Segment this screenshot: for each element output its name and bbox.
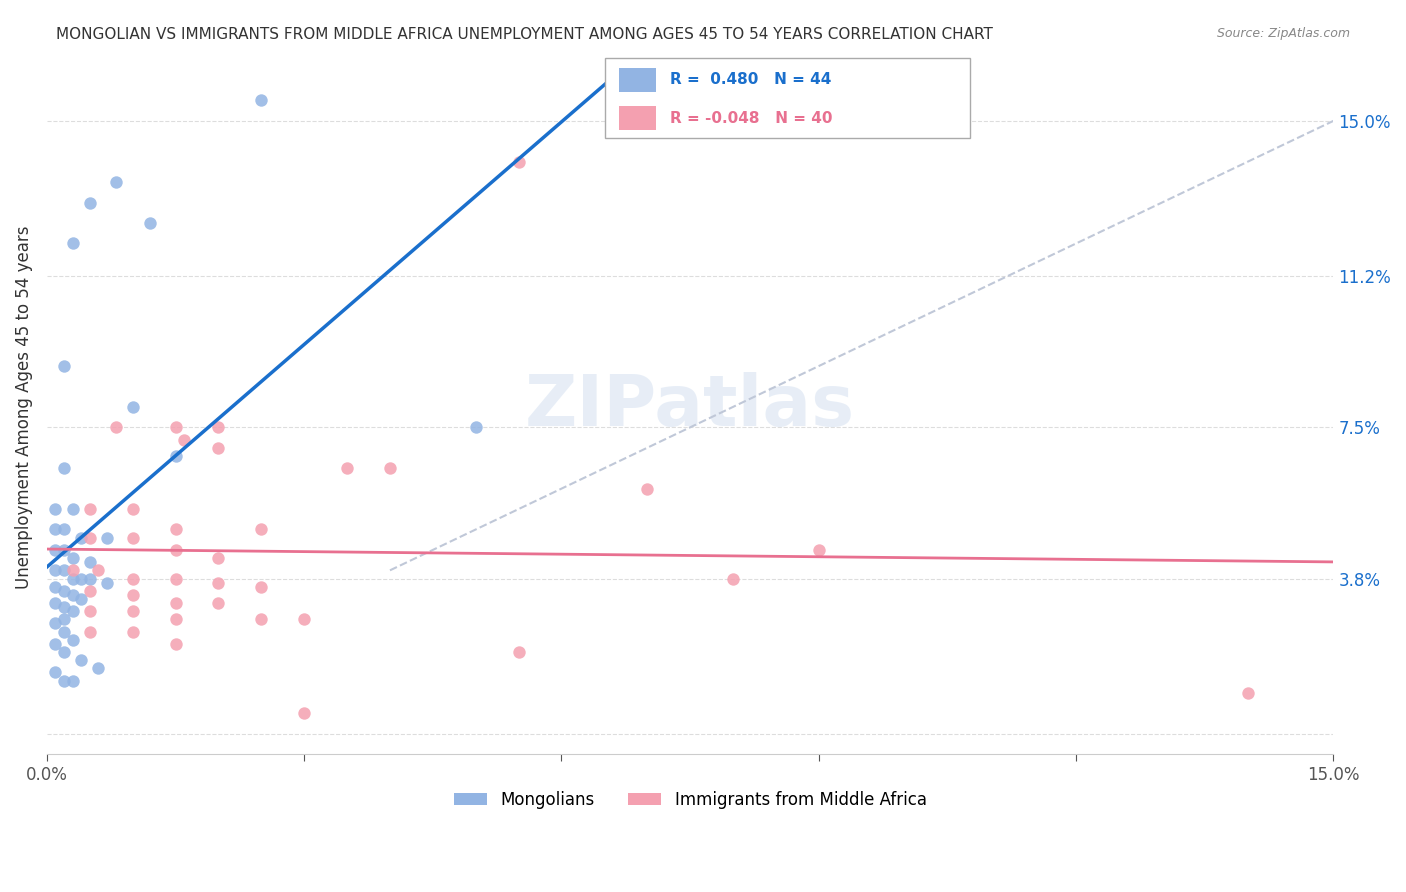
- Point: [53, 583, 76, 598]
- Point: [44, 596, 66, 610]
- Point: [79, 195, 101, 210]
- Point: [250, 94, 273, 108]
- Point: [44, 637, 66, 651]
- Point: [62, 502, 84, 516]
- Text: Source: ZipAtlas.com: Source: ZipAtlas.com: [1216, 27, 1350, 40]
- Point: [79, 572, 101, 586]
- Point: [53, 612, 76, 626]
- Point: [53, 563, 76, 577]
- Point: [121, 604, 143, 618]
- Point: [165, 637, 187, 651]
- Text: ZIPatlas: ZIPatlas: [524, 372, 855, 442]
- Point: [121, 588, 143, 602]
- Point: [79, 604, 101, 618]
- Point: [62, 236, 84, 251]
- Point: [292, 706, 315, 721]
- Point: [70, 653, 93, 667]
- Point: [70, 531, 93, 545]
- Point: [62, 632, 84, 647]
- Point: [173, 433, 195, 447]
- Point: [121, 531, 143, 545]
- Point: [636, 482, 658, 496]
- Point: [121, 502, 143, 516]
- Point: [121, 400, 143, 414]
- Point: [165, 420, 187, 434]
- Point: [44, 542, 66, 557]
- Point: [44, 563, 66, 577]
- Point: [1236, 686, 1258, 700]
- Point: [44, 665, 66, 680]
- Point: [70, 572, 93, 586]
- Point: [207, 420, 229, 434]
- Point: [62, 572, 84, 586]
- Point: [62, 673, 84, 688]
- Point: [165, 612, 187, 626]
- Point: [44, 580, 66, 594]
- Point: [104, 175, 127, 189]
- Point: [121, 624, 143, 639]
- FancyBboxPatch shape: [605, 58, 970, 138]
- FancyBboxPatch shape: [619, 68, 655, 92]
- Point: [250, 612, 273, 626]
- Point: [53, 624, 76, 639]
- Point: [79, 502, 101, 516]
- Point: [44, 523, 66, 537]
- Point: [165, 572, 187, 586]
- Point: [139, 216, 162, 230]
- Point: [207, 441, 229, 455]
- Point: [250, 523, 273, 537]
- FancyBboxPatch shape: [619, 106, 655, 130]
- Point: [44, 616, 66, 631]
- Point: [53, 673, 76, 688]
- Point: [53, 542, 76, 557]
- Point: [336, 461, 359, 475]
- Point: [79, 531, 101, 545]
- Point: [508, 154, 530, 169]
- Point: [378, 461, 401, 475]
- Point: [79, 583, 101, 598]
- Point: [70, 591, 93, 606]
- Point: [87, 563, 110, 577]
- Point: [53, 359, 76, 373]
- Point: [104, 420, 127, 434]
- Point: [96, 575, 118, 590]
- Point: [87, 661, 110, 675]
- Point: [79, 624, 101, 639]
- Point: [165, 523, 187, 537]
- Point: [250, 580, 273, 594]
- Point: [165, 596, 187, 610]
- Point: [62, 588, 84, 602]
- Point: [62, 604, 84, 618]
- Text: MONGOLIAN VS IMMIGRANTS FROM MIDDLE AFRICA UNEMPLOYMENT AMONG AGES 45 TO 54 YEAR: MONGOLIAN VS IMMIGRANTS FROM MIDDLE AFRI…: [56, 27, 993, 42]
- Point: [464, 420, 486, 434]
- Text: R = -0.048   N = 40: R = -0.048 N = 40: [671, 111, 832, 126]
- Point: [53, 645, 76, 659]
- Point: [62, 551, 84, 566]
- Point: [53, 600, 76, 615]
- Point: [53, 461, 76, 475]
- Point: [292, 612, 315, 626]
- Legend: Mongolians, Immigrants from Middle Africa: Mongolians, Immigrants from Middle Afric…: [447, 784, 934, 815]
- Point: [121, 572, 143, 586]
- Point: [207, 551, 229, 566]
- Point: [96, 531, 118, 545]
- Point: [165, 542, 187, 557]
- Point: [62, 563, 84, 577]
- Point: [207, 575, 229, 590]
- Point: [165, 449, 187, 463]
- Point: [807, 542, 830, 557]
- Point: [44, 502, 66, 516]
- Point: [508, 645, 530, 659]
- Point: [207, 596, 229, 610]
- Text: R =  0.480   N = 44: R = 0.480 N = 44: [671, 72, 832, 87]
- Point: [53, 523, 76, 537]
- Point: [721, 572, 744, 586]
- Y-axis label: Unemployment Among Ages 45 to 54 years: Unemployment Among Ages 45 to 54 years: [15, 225, 32, 589]
- Point: [79, 555, 101, 569]
